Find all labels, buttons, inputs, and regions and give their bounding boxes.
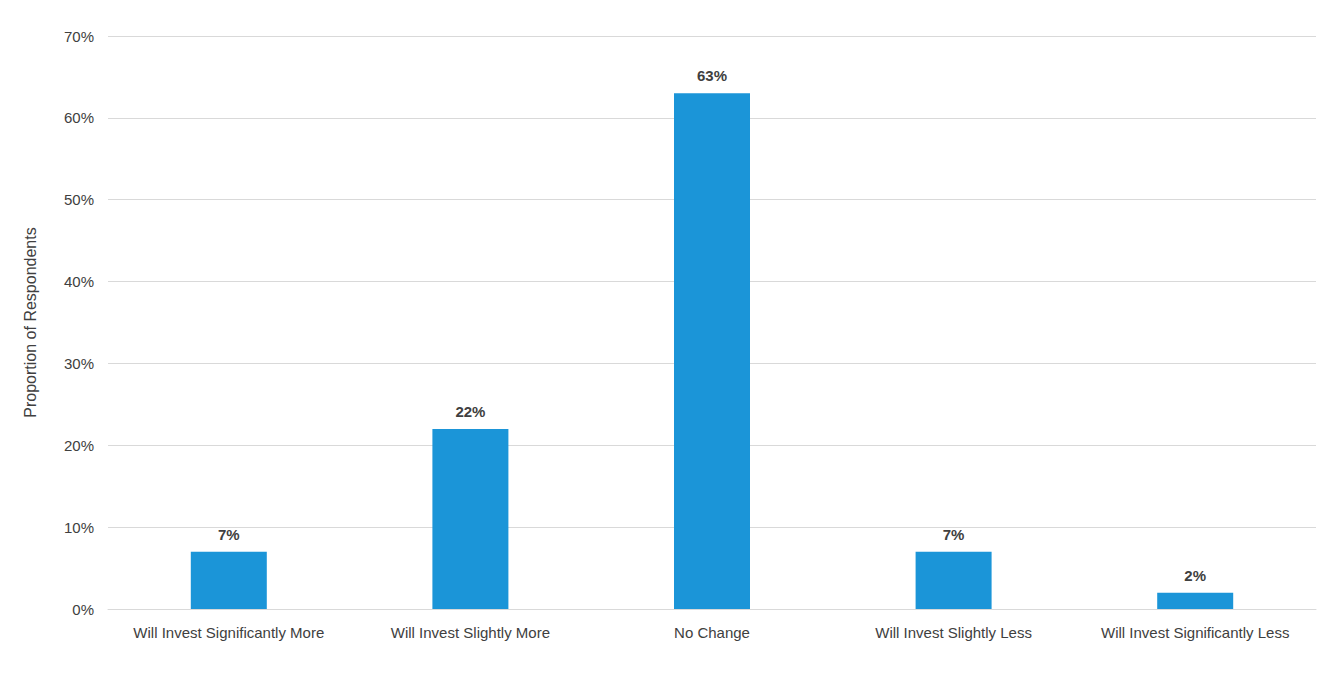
svg-text:7%: 7% — [218, 526, 240, 543]
svg-text:Will Invest Slightly Less: Will Invest Slightly Less — [875, 624, 1032, 641]
svg-text:7%: 7% — [943, 526, 965, 543]
svg-text:60%: 60% — [64, 109, 94, 126]
svg-text:Will Invest Significantly More: Will Invest Significantly More — [133, 624, 324, 641]
svg-text:40%: 40% — [64, 273, 94, 290]
svg-text:Will Invest Significantly Less: Will Invest Significantly Less — [1101, 624, 1289, 641]
svg-text:Will Invest Slightly More: Will Invest Slightly More — [391, 624, 550, 641]
svg-text:20%: 20% — [64, 437, 94, 454]
svg-text:63%: 63% — [697, 67, 727, 84]
svg-text:50%: 50% — [64, 191, 94, 208]
svg-text:10%: 10% — [64, 519, 94, 536]
svg-text:30%: 30% — [64, 355, 94, 372]
svg-text:Proportion of Respondents: Proportion of Respondents — [22, 227, 39, 417]
svg-text:0%: 0% — [72, 601, 94, 618]
svg-text:70%: 70% — [64, 28, 94, 45]
svg-text:2%: 2% — [1184, 567, 1206, 584]
svg-text:No Change: No Change — [674, 624, 750, 641]
svg-text:22%: 22% — [455, 403, 485, 420]
